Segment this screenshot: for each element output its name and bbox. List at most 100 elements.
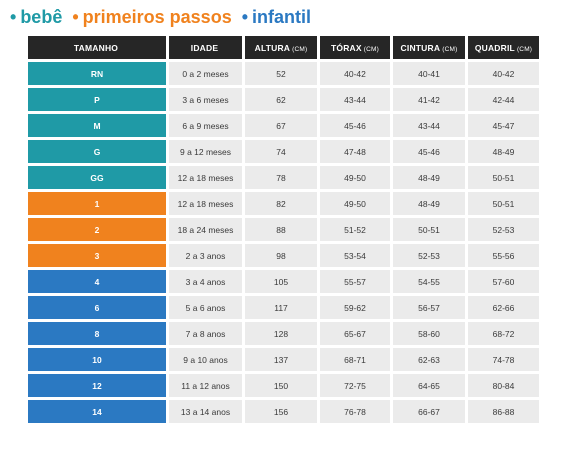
table-header-row: TAMANHO IDADE ALTURA (CM) TÓRAX (CM) CINTU… — [28, 36, 539, 59]
waist-cell: 62-63 — [393, 348, 465, 371]
legend-dot-icon: • — [10, 6, 17, 27]
column-header-waist: CINTURA (CM) — [393, 36, 465, 59]
hip-cell: 48-49 — [468, 140, 539, 163]
height-cell: 150 — [245, 374, 317, 397]
size-cell: 14 — [28, 400, 166, 423]
column-header-age: IDADE — [169, 36, 242, 59]
chest-cell: 49-50 — [320, 192, 390, 215]
age-cell: 2 a 3 anos — [169, 244, 242, 267]
legend-item-primeiros-passos: • primeiros passos — [72, 7, 231, 28]
hip-cell: 50-51 — [468, 192, 539, 215]
chest-cell: 68-71 — [320, 348, 390, 371]
hip-cell: 68-72 — [468, 322, 539, 345]
column-header-height: ALTURA (CM) — [245, 36, 317, 59]
hip-cell: 55-56 — [468, 244, 539, 267]
legend-item-bebe: • bebê — [10, 7, 62, 28]
table-row: 1 12 a 18 meses 82 49-50 48-49 50-51 — [28, 192, 539, 215]
column-header-chest: TÓRAX (CM) — [320, 36, 390, 59]
table-row: RN 0 a 2 meses 52 40-42 40-41 40-42 — [28, 62, 539, 85]
waist-cell: 40-41 — [393, 62, 465, 85]
hip-cell: 42-44 — [468, 88, 539, 111]
waist-cell: 45-46 — [393, 140, 465, 163]
chest-cell: 59-62 — [320, 296, 390, 319]
table-row: 2 18 a 24 meses 88 51-52 50-51 52-53 — [28, 218, 539, 241]
column-header-label: TÓRAX — [331, 42, 362, 53]
age-cell: 18 a 24 meses — [169, 218, 242, 241]
height-cell: 67 — [245, 114, 317, 137]
chest-cell: 51-52 — [320, 218, 390, 241]
age-cell: 13 a 14 anos — [169, 400, 242, 423]
column-header-label: ALTURA — [254, 42, 291, 53]
chest-cell: 45-46 — [320, 114, 390, 137]
size-cell: 3 — [28, 244, 166, 267]
chest-cell: 55-57 — [320, 270, 390, 293]
table-row: 12 11 a 12 anos 150 72-75 64-65 80-84 — [28, 374, 539, 397]
legend-dot-icon: • — [72, 6, 79, 27]
chest-cell: 43-44 — [320, 88, 390, 111]
size-cell: 10 — [28, 348, 166, 371]
column-header-unit: (CM) — [363, 45, 379, 53]
height-cell: 98 — [245, 244, 317, 267]
height-cell: 117 — [245, 296, 317, 319]
height-cell: 62 — [245, 88, 317, 111]
age-cell: 9 a 10 anos — [169, 348, 242, 371]
waist-cell: 56-57 — [393, 296, 465, 319]
hip-cell: 40-42 — [468, 62, 539, 85]
column-header-size: TAMANHO — [28, 36, 166, 59]
legend-label: primeiros passos — [82, 6, 232, 27]
column-header-label: TAMANHO — [73, 42, 119, 53]
waist-cell: 58-60 — [393, 322, 465, 345]
waist-cell: 48-49 — [393, 192, 465, 215]
chest-cell: 76-78 — [320, 400, 390, 423]
size-cell: 4 — [28, 270, 166, 293]
height-cell: 74 — [245, 140, 317, 163]
table-row: GG 12 a 18 meses 78 49-50 48-49 50-51 — [28, 166, 539, 189]
chest-cell: 47-48 — [320, 140, 390, 163]
column-header-label: IDADE — [190, 42, 219, 53]
size-chart-body: RN 0 a 2 meses 52 40-42 40-41 40-42 P 3 a 6 mes… — [28, 62, 539, 423]
waist-cell: 64-65 — [393, 374, 465, 397]
size-cell: 2 — [28, 218, 166, 241]
table-row: 10 9 a 10 anos 137 68-71 62-63 74-78 — [28, 348, 539, 371]
legend-item-infantil: • infantil — [242, 7, 311, 28]
size-cell: M — [28, 114, 166, 137]
height-cell: 128 — [245, 322, 317, 345]
hip-cell: 74-78 — [468, 348, 539, 371]
age-cell: 6 a 9 meses — [169, 114, 242, 137]
age-cell: 5 a 6 anos — [169, 296, 242, 319]
waist-cell: 50-51 — [393, 218, 465, 241]
height-cell: 82 — [245, 192, 317, 215]
chest-cell: 53-54 — [320, 244, 390, 267]
legend-label: infantil — [252, 6, 312, 27]
size-cell: 12 — [28, 374, 166, 397]
chest-cell: 40-42 — [320, 62, 390, 85]
size-chart-table: TAMANHO IDADE ALTURA (CM) TÓRAX (CM) CINTU… — [25, 33, 542, 426]
age-cell: 3 a 6 meses — [169, 88, 242, 111]
waist-cell: 52-53 — [393, 244, 465, 267]
age-cell: 11 a 12 anos — [169, 374, 242, 397]
legend-label: bebê — [20, 6, 63, 27]
size-category-legend: • bebê • primeiros passos • infantil — [10, 4, 321, 30]
hip-cell: 52-53 — [468, 218, 539, 241]
waist-cell: 41-42 — [393, 88, 465, 111]
size-cell: GG — [28, 166, 166, 189]
waist-cell: 43-44 — [393, 114, 465, 137]
waist-cell: 54-55 — [393, 270, 465, 293]
size-cell: P — [28, 88, 166, 111]
column-header-unit: (CM) — [292, 45, 308, 53]
column-header-unit: (CM) — [442, 45, 458, 53]
hip-cell: 50-51 — [468, 166, 539, 189]
chest-cell: 65-67 — [320, 322, 390, 345]
height-cell: 52 — [245, 62, 317, 85]
waist-cell: 48-49 — [393, 166, 465, 189]
column-header-hip: QUADRIL (CM) — [468, 36, 539, 59]
height-cell: 78 — [245, 166, 317, 189]
table-row: 14 13 a 14 anos 156 76-78 66-67 86-88 — [28, 400, 539, 423]
chest-cell: 49-50 — [320, 166, 390, 189]
column-header-label: CINTURA — [400, 42, 441, 53]
